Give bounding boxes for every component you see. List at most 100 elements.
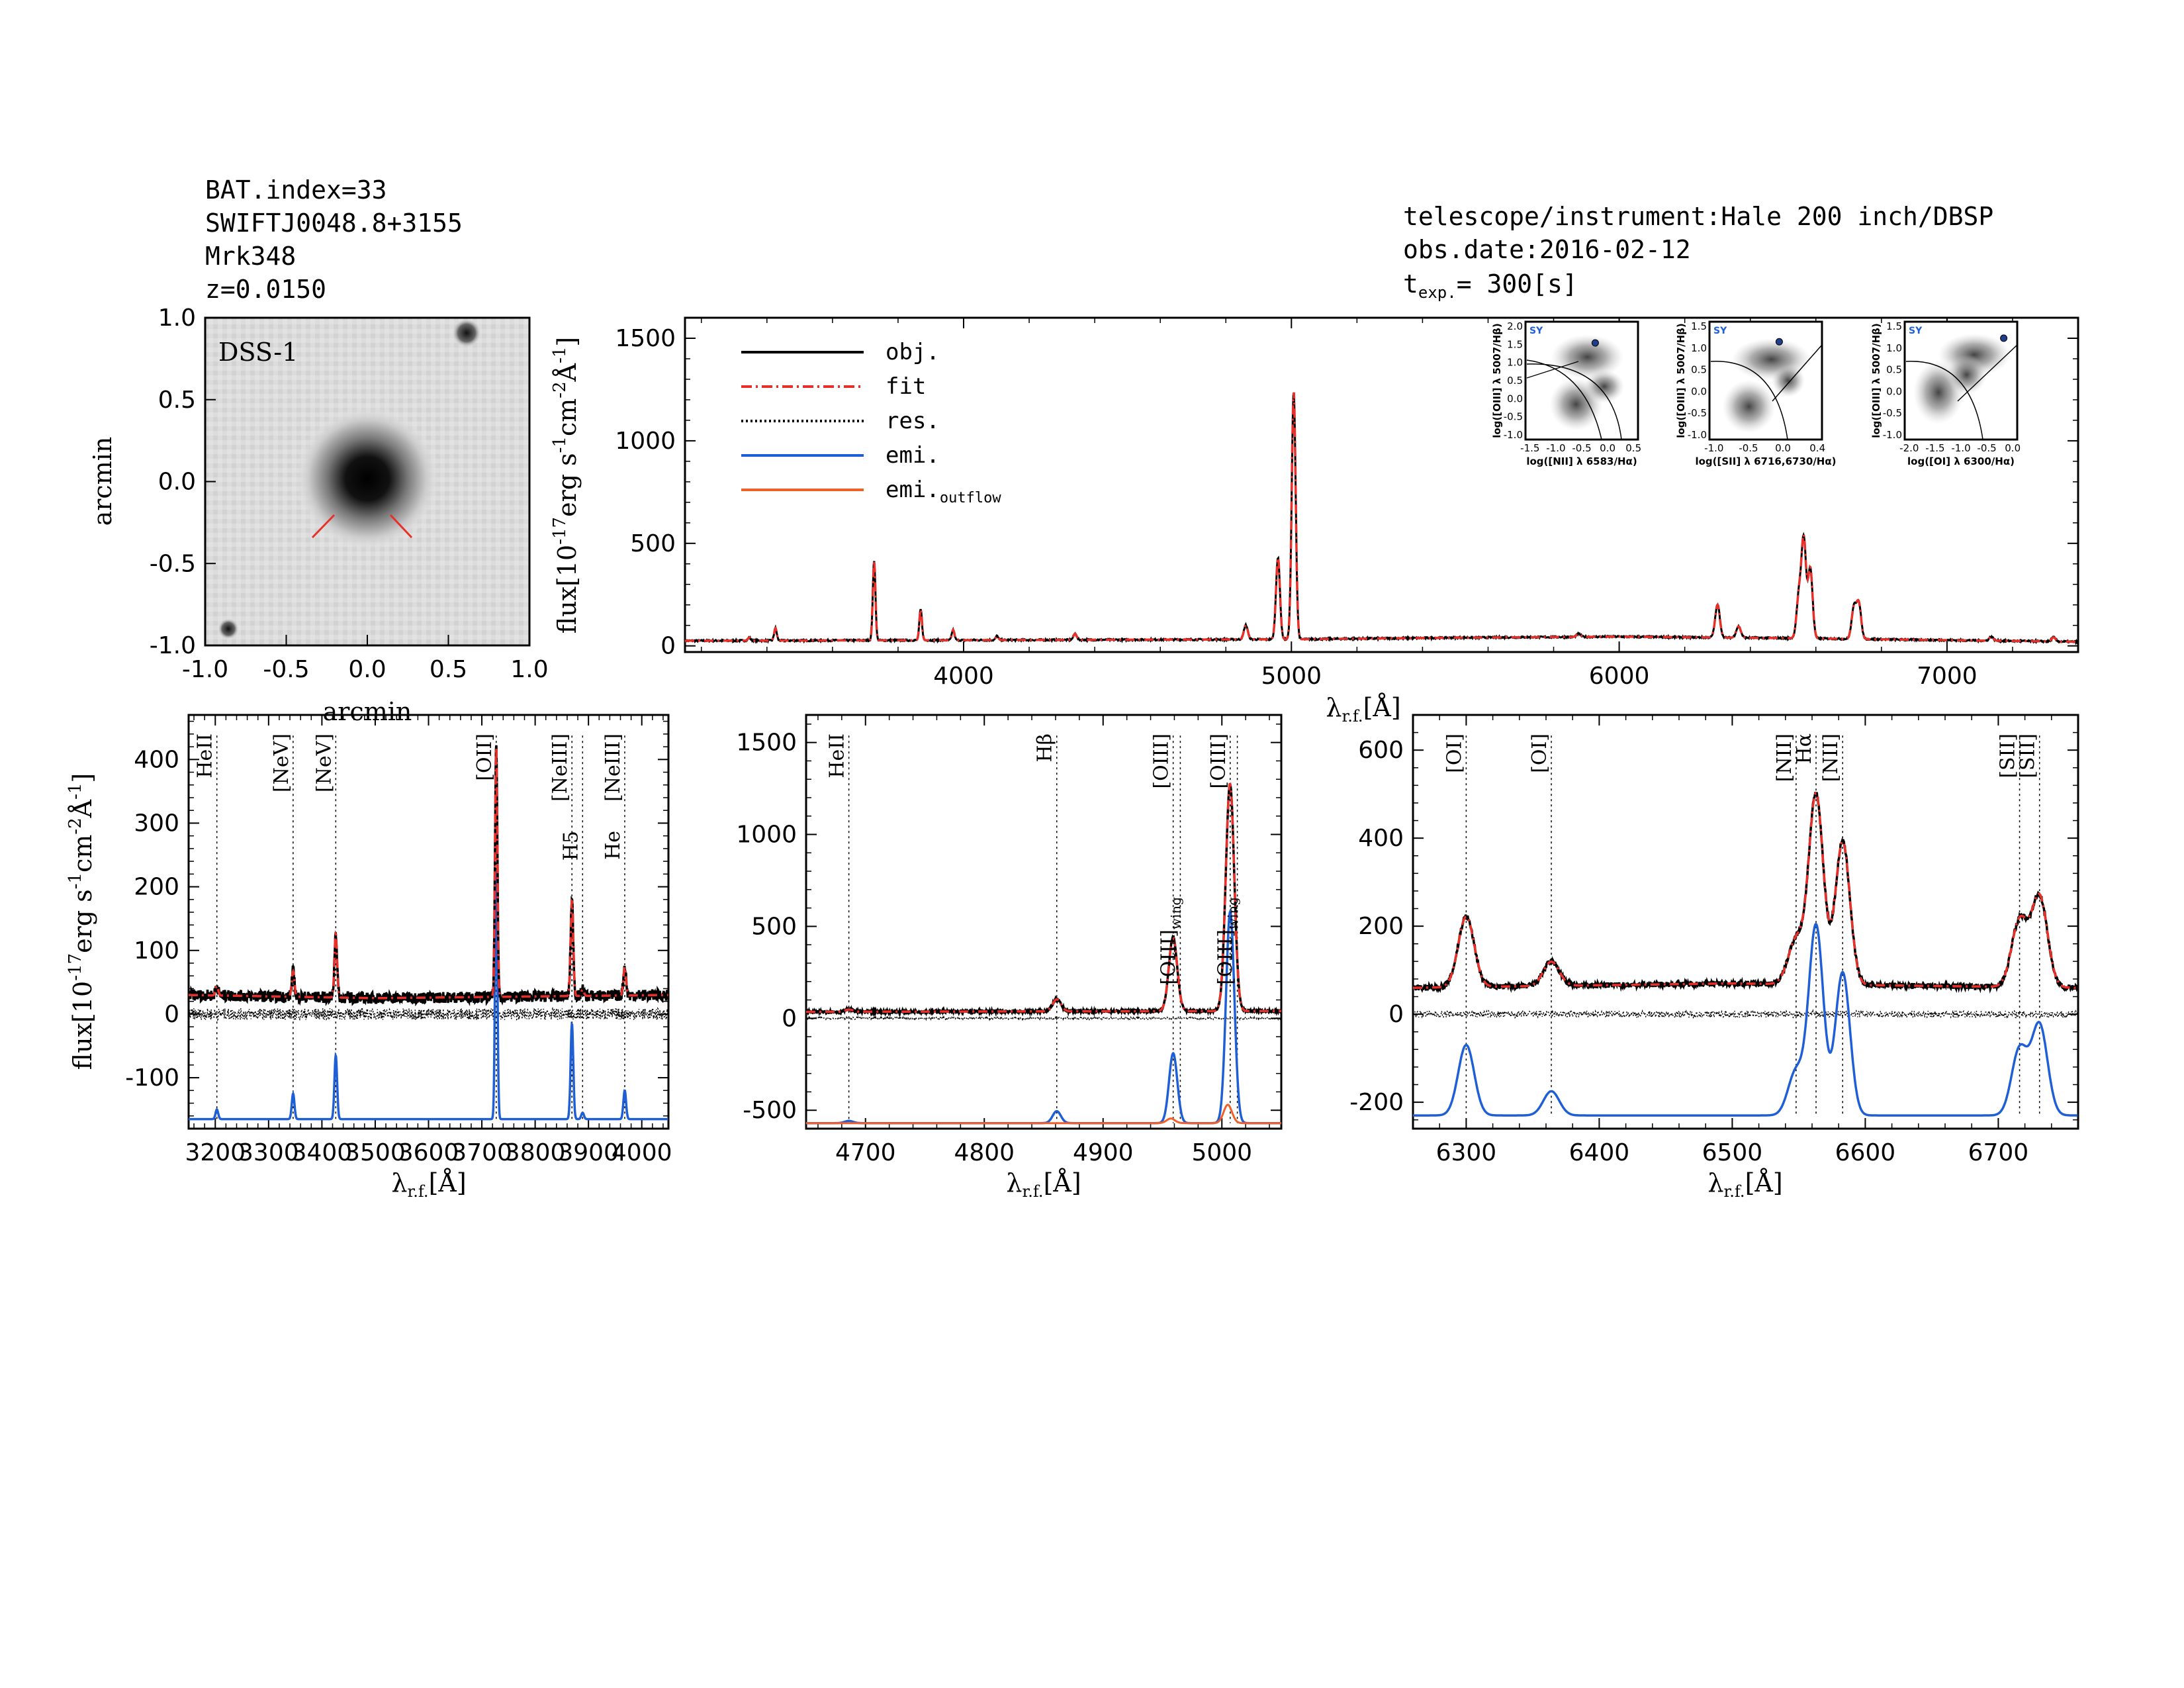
y-tick-label: -100: [125, 1064, 179, 1092]
fit-series: [189, 747, 668, 1000]
x-tick-label: 0.5: [430, 656, 467, 683]
bpt-x-tick-label: -1.0: [1951, 442, 1970, 454]
full-spectrum-curves: 4000 5000 6000 7000 0 500 1000 1500: [615, 317, 2079, 690]
bpt-y-tick-label: -1.0: [1504, 429, 1523, 441]
emission-series: [1413, 922, 2078, 1117]
line-label: [NII]: [1819, 733, 1843, 782]
zoom-halpha-panel: 6300 6400 6500 6600 6700 -200 0 200 400 600 [OI] [O…: [1349, 714, 2079, 1201]
y-tick-label: 500: [751, 913, 797, 940]
line-label: [NII]: [1773, 733, 1796, 782]
field-star: [218, 618, 239, 639]
zoom-halpha-frame: [1412, 714, 2079, 1130]
line-label: [OI]: [1443, 733, 1466, 773]
bpt-x-tick-label: -0.5: [1572, 442, 1591, 454]
y-tick-label: -0.5: [150, 550, 196, 577]
plot-area: [1413, 735, 2078, 1117]
y-tick-label: 400: [1358, 825, 1404, 852]
x-tick-label: 6300: [1436, 1139, 1497, 1166]
bat-index: BAT.index=33: [205, 175, 387, 205]
bpt-xlabel: log([OI] λ 6300/Hα): [1907, 455, 2015, 467]
x-tick-label: 1.0: [510, 656, 548, 683]
bpt-y-tick-label: -0.5: [1688, 407, 1707, 419]
seyfert-liner-line: [1526, 361, 1579, 379]
density-contour: [1946, 355, 1987, 395]
bpt-x-tick-label: -1.0: [1546, 442, 1565, 454]
header-right: telescope/instrument:Hale 200 inch/DBSP …: [1403, 202, 1993, 302]
bpt-insets: SY-1.5 -1.0 -0.5 0.0 0.52.01.51.00.50.0-0.5-…: [1491, 320, 2021, 467]
kewley-curve: [1710, 361, 1788, 440]
bpt-y-tick-label: 1.5: [1507, 338, 1523, 350]
line-label: [NeIII]: [549, 733, 572, 802]
bpt-y-tick-label: 2.0: [1507, 320, 1523, 332]
line-label: Hα: [1793, 733, 1816, 764]
x-tick-label: 4800: [954, 1139, 1015, 1166]
x-tick-label: 5000: [1191, 1139, 1252, 1166]
fit-series: [806, 782, 1281, 1013]
line-label: [NeIII]: [602, 733, 625, 802]
x-tick-label: 4000: [933, 663, 994, 690]
x-tick-label: 4700: [835, 1139, 896, 1166]
zoom-blue-ylabel: flux[10-17erg s-1cm-2Å-1]: [66, 773, 97, 1070]
line-label: [OI]: [1528, 733, 1551, 773]
x-tick-label: -1.0: [182, 656, 228, 683]
x-tick-label: 4000: [612, 1139, 672, 1166]
full-spectrum-xlabel: λr.f.[Å]: [1326, 693, 1400, 726]
x-tick-label: 3400: [292, 1139, 353, 1166]
bpt-y-tick-label: 0.5: [1691, 364, 1707, 376]
x-tick-label: 7000: [1917, 663, 1978, 690]
exposure-time: texp.= 300[s]: [1403, 269, 1578, 302]
y-tick-label: 0.5: [158, 387, 196, 414]
line-label: [NeV]: [312, 733, 336, 792]
swift-id: SWIFTJ0048.8+3155: [205, 209, 463, 238]
bpt-y-tick-label: 1.0: [1507, 357, 1523, 369]
emission-series: [189, 869, 668, 1121]
observed-series: [189, 745, 668, 1007]
y-tick-label: 0.0: [158, 469, 196, 496]
fit-series: [1413, 791, 2078, 989]
bpt-inset: SY -2.0 -1.5 -1.0 -0.5 0.0 1.5 1.0 0.5 0.0 -0.5 -1.…: [1870, 320, 2021, 467]
line-label: [NeV]: [270, 733, 293, 792]
y-tick-label: 300: [134, 810, 179, 837]
density-contour: [1722, 380, 1776, 434]
object-name: Mrk348: [205, 242, 296, 271]
bpt-region-tag: SY: [1713, 326, 1727, 336]
x-tick-label: 3700: [451, 1139, 512, 1166]
x-tick-label: 0.0: [348, 656, 386, 683]
zoom-hbeta-xlabel: λr.f.[Å]: [1006, 1168, 1081, 1201]
image-survey-label: DSS-1: [218, 338, 298, 367]
y-tick-label: 0: [164, 1001, 179, 1028]
object-marker: [2000, 334, 2008, 342]
bpt-frame: [1708, 320, 1823, 441]
x-tick-label: 5000: [1261, 663, 1322, 690]
bpt-y-tick-label: -1.0: [1883, 429, 1902, 441]
zoom-blue-frame: [187, 714, 670, 1130]
bpt-y-tick-label: 0.5: [1507, 375, 1523, 387]
bpt-ylabel: log([OIII] λ 5007/Hβ): [1675, 323, 1687, 438]
bpt-inset: SY-1.5 -1.0 -0.5 0.0 0.52.01.51.00.50.0-0.5-…: [1491, 320, 1641, 467]
bpt-y-tick-label: -0.5: [1504, 411, 1523, 423]
y-tick-label: 1.0: [158, 305, 196, 332]
dss-image-panel: DSS-1 -1.0 -0.5 0.0 0.5 1.01.00.50.0-0.5-1.0…: [88, 305, 549, 726]
legend-label-obj: obj.: [886, 339, 940, 365]
bpt-xlabel: log([SII] λ 6716,6730/Hα): [1695, 455, 1836, 467]
line-label: [OIII]: [1150, 733, 1173, 789]
residual-series: [1413, 1008, 2078, 1019]
bpt-y-tick-label: 1.0: [1691, 342, 1707, 354]
galaxy-core: [295, 406, 440, 551]
line-label: [SII]: [1997, 733, 2020, 778]
slit-marker: [311, 514, 336, 539]
y-tick-label: 1500: [736, 729, 797, 757]
y-tick-label: 0: [660, 633, 676, 660]
x-tick-label: 6700: [1968, 1139, 2029, 1166]
x-tick-label: 3200: [185, 1139, 246, 1166]
field-star: [452, 318, 481, 348]
line-label: HeII: [194, 733, 217, 778]
full-spectrum-ylabel: flux[10-17erg s-1cm-2Å-1]: [550, 337, 582, 633]
x-tick-label: -0.5: [263, 656, 309, 683]
x-tick-label: 6600: [1835, 1139, 1896, 1166]
residual-series: [189, 1006, 668, 1021]
kewley-curve: [1905, 361, 1983, 440]
bpt-frame: [1524, 320, 1639, 441]
density-contour: [1772, 364, 1805, 397]
bpt-ylabel: log([OIII] λ 5007/Hβ): [1491, 323, 1503, 438]
